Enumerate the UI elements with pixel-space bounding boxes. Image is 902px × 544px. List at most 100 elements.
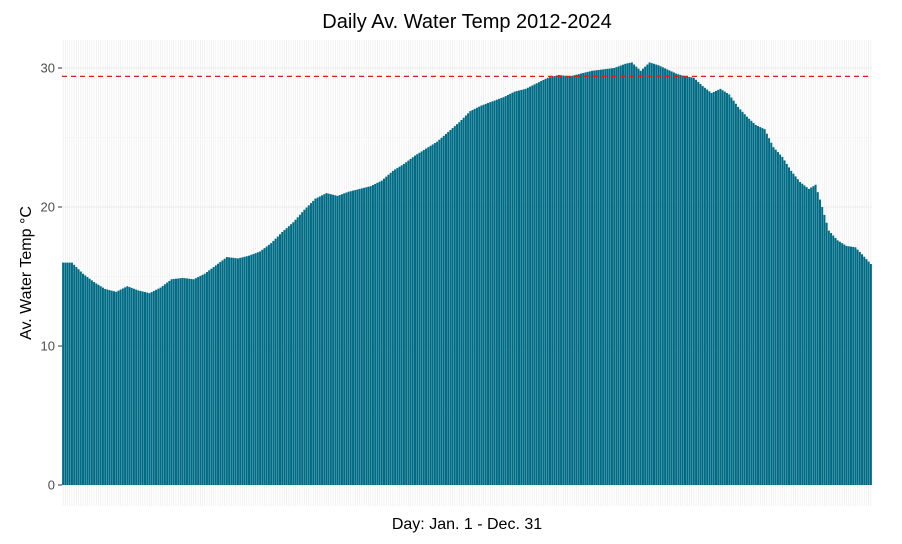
bar: [854, 247, 857, 485]
bar: [807, 188, 810, 485]
bar: [726, 93, 729, 486]
bar: [380, 180, 383, 485]
bar: [130, 287, 133, 485]
bar: [827, 230, 830, 485]
bar: [606, 68, 609, 485]
bar: [819, 199, 821, 485]
bar: [482, 104, 485, 485]
bar: [141, 291, 144, 485]
bar: [566, 76, 569, 485]
bar: [493, 100, 496, 485]
bar: [177, 278, 180, 485]
bar: [93, 282, 96, 485]
bar: [544, 78, 547, 485]
bar: [199, 275, 202, 485]
bar: [464, 115, 467, 485]
y-axis-ticks: 0 10 20 30: [41, 61, 62, 493]
bar: [573, 75, 576, 485]
bar: [761, 128, 764, 485]
bar: [274, 238, 277, 485]
bar: [283, 230, 286, 485]
bar: [841, 243, 844, 485]
bar: [626, 63, 629, 486]
bar: [121, 288, 124, 485]
bar: [259, 251, 262, 485]
bar: [699, 83, 702, 485]
bar: [666, 69, 669, 485]
bar: [657, 65, 660, 485]
bar: [836, 240, 839, 485]
bar: [588, 71, 591, 485]
bar: [759, 127, 762, 485]
bar: [650, 63, 653, 485]
bar: [248, 255, 250, 485]
bar: [431, 144, 434, 485]
bar: [741, 111, 744, 485]
bar: [208, 270, 211, 485]
bar: [825, 222, 828, 485]
bar: [624, 63, 627, 485]
bar: [236, 258, 239, 485]
bar: [414, 155, 416, 485]
bar: [409, 158, 412, 485]
y-tick-label: 10: [41, 339, 55, 354]
bar: [378, 181, 381, 485]
bar: [186, 278, 189, 485]
bar: [68, 262, 71, 485]
bar: [90, 280, 93, 485]
bar: [732, 100, 735, 486]
bar: [449, 129, 452, 486]
bar: [659, 66, 662, 485]
bar: [489, 102, 492, 485]
bar: [436, 141, 439, 486]
bar: [571, 75, 574, 485]
bar: [814, 184, 817, 485]
bar: [444, 133, 447, 485]
bar: [453, 126, 456, 485]
bar: [217, 263, 220, 485]
bar: [788, 167, 790, 485]
bar: [383, 178, 385, 485]
bar: [604, 69, 607, 486]
bar: [219, 262, 222, 485]
bar: [608, 68, 611, 485]
bar: [790, 170, 793, 486]
bar: [637, 68, 640, 485]
bar: [327, 193, 330, 485]
bar: [332, 194, 335, 485]
bar: [799, 181, 802, 486]
bar: [584, 72, 587, 485]
bar: [290, 224, 293, 486]
bar: [157, 288, 160, 485]
bar: [70, 262, 73, 485]
bar: [396, 168, 399, 485]
bar: [150, 292, 153, 485]
bar: [309, 203, 312, 486]
bar: [146, 292, 149, 485]
bar: [190, 279, 193, 485]
bar: [500, 98, 503, 486]
bar: [99, 286, 102, 485]
bar: [110, 290, 113, 485]
bar: [706, 89, 709, 486]
bar: [429, 145, 432, 485]
bar: [615, 67, 618, 486]
bar: [307, 205, 310, 485]
bar: [473, 108, 476, 486]
bar: [834, 237, 837, 485]
bar: [296, 217, 299, 486]
bar: [557, 74, 560, 485]
bar: [524, 88, 527, 485]
bar: [252, 253, 255, 485]
bar: [487, 103, 490, 485]
bar: [106, 289, 109, 485]
bar: [770, 142, 773, 485]
bar: [101, 287, 104, 485]
bar: [774, 149, 777, 485]
bar: [194, 278, 197, 485]
bar: [522, 89, 525, 485]
bar: [163, 284, 166, 485]
bar: [385, 176, 388, 485]
bar: [686, 76, 689, 485]
bar: [597, 69, 600, 485]
